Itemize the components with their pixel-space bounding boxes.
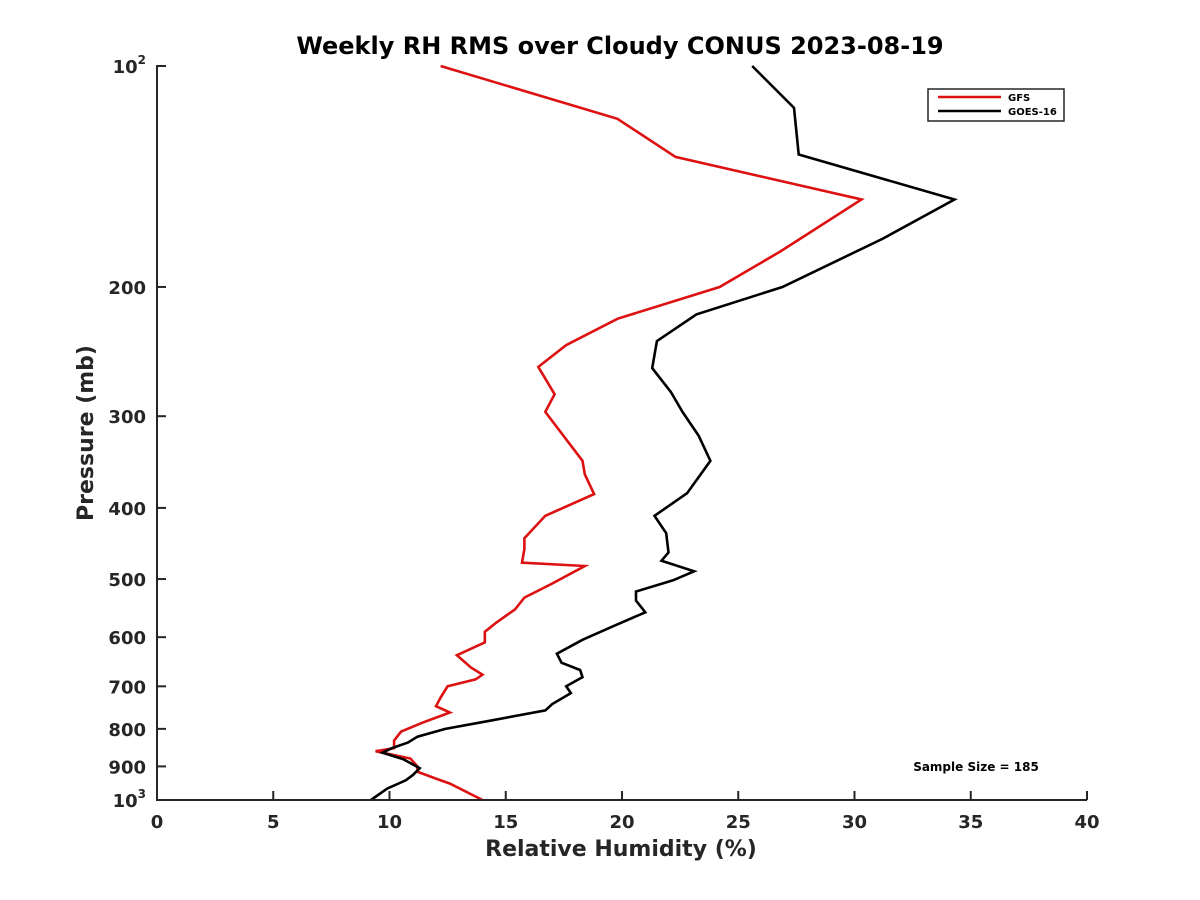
- y-tick-label: 103: [113, 787, 146, 812]
- y-tick-label-base: 400: [108, 499, 146, 520]
- y-tick-label-base: 500: [108, 570, 146, 591]
- x-tick-label: 15: [493, 812, 518, 833]
- y-tick-label-base: 10: [113, 791, 138, 812]
- y-tick-label-exponent: 2: [138, 53, 146, 67]
- series-layer: [370, 64, 958, 802]
- y-tick-label-base: 900: [108, 757, 146, 778]
- y-tick-label-base: 10: [113, 57, 138, 78]
- chart-title: Weekly RH RMS over Cloudy CONUS 2023-08-…: [296, 32, 943, 60]
- series-line-goes-16: [370, 65, 958, 802]
- y-tick-label: 400: [108, 499, 146, 520]
- y-tick-label: 800: [108, 720, 146, 741]
- x-tick-label: 20: [609, 812, 634, 833]
- y-tick-label-exponent: 3: [138, 787, 146, 801]
- y-tick-label: 700: [108, 677, 146, 698]
- legend-entries: GFS GOES-16: [938, 93, 1057, 118]
- x-tick-label: 30: [842, 812, 867, 833]
- x-tick-label: 10: [377, 812, 402, 833]
- x-tick-label: 5: [267, 812, 280, 833]
- x-tick-label: 25: [726, 812, 751, 833]
- y-tick-label: 300: [108, 407, 146, 428]
- series-line-gfs: [375, 64, 865, 802]
- y-tick-label: 500: [108, 570, 146, 591]
- legend-box: [927, 88, 1065, 122]
- y-tick-label: 600: [108, 628, 146, 649]
- y-tick-label: 200: [108, 278, 146, 299]
- y-tick-label: 900: [108, 757, 146, 778]
- x-axis-label: Relative Humidity (%): [485, 837, 757, 862]
- legend-label: GFS: [1008, 93, 1030, 104]
- y-tick-label-base: 300: [108, 407, 146, 428]
- y-tick-label-base: 800: [108, 720, 146, 741]
- x-tick-label: 0: [151, 812, 164, 833]
- y-axis-label: Pressure (mb): [74, 345, 99, 521]
- y-tick-label-base: 700: [108, 677, 146, 698]
- sample-size-annotation: Sample Size = 185: [913, 760, 1039, 774]
- legend-label: GOES-16: [1008, 107, 1057, 118]
- x-tick-label: 40: [1074, 812, 1099, 833]
- y-tick-label-base: 200: [108, 278, 146, 299]
- x-tick-label: 35: [958, 812, 983, 833]
- legend: GFS GOES-16: [927, 88, 1065, 122]
- y-tick-label-base: 600: [108, 628, 146, 649]
- y-tick-label: 102: [113, 53, 146, 78]
- x-axis-ticks: 0 5 10 15 20 25 30 35 40: [151, 791, 1100, 833]
- plot-area: 0 5 10 15 20 25 30 35 40 10220030040050060070080…: [108, 53, 1099, 833]
